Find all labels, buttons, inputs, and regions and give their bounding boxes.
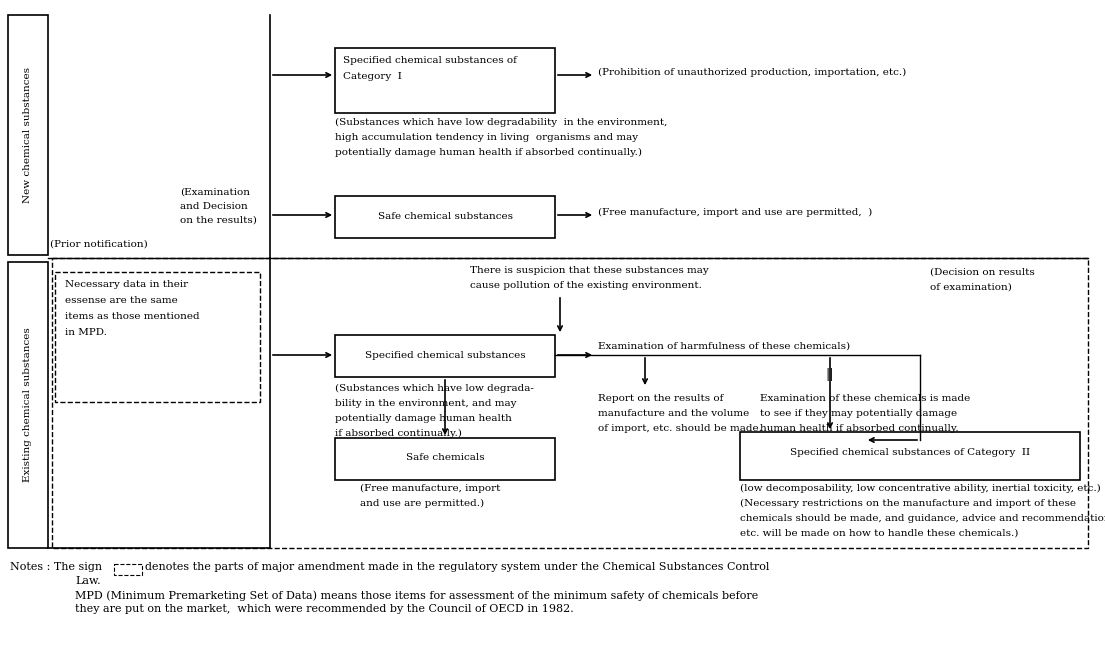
Text: MPD (Minimum Premarketing Set of Data) means those items for assessment of the m: MPD (Minimum Premarketing Set of Data) m… (75, 590, 758, 601)
Bar (335, 196, 555, 238)
Text: Specified chemical substances of: Specified chemical substances of (343, 56, 517, 65)
Text: bility in the environment, and may: bility in the environment, and may (335, 399, 516, 408)
Text: if absorbed continually.): if absorbed continually.) (335, 429, 462, 438)
Text: New chemical substances: New chemical substances (23, 67, 32, 203)
Text: to see if they may potentially damage: to see if they may potentially damage (760, 409, 957, 418)
Text: Necessary data in their: Necessary data in their (65, 280, 188, 289)
Bar (8, 15, 48, 255)
Text: Specified chemical substances: Specified chemical substances (365, 351, 525, 360)
Text: items as those mentioned: items as those mentioned (65, 312, 200, 321)
Text: Law.: Law. (75, 576, 101, 586)
Text: in MPD.: in MPD. (65, 328, 107, 337)
Text: (Necessary restrictions on the manufacture and import of these: (Necessary restrictions on the manufactu… (740, 499, 1076, 508)
Text: Examination of harmfulness of these chemicals): Examination of harmfulness of these chem… (598, 342, 850, 351)
Bar (114, 564, 143, 575)
Text: (Prohibition of unauthorized production, importation, etc.): (Prohibition of unauthorized production,… (598, 68, 906, 77)
Text: and Decision: and Decision (180, 202, 248, 211)
Text: There is suspicion that these substances may: There is suspicion that these substances… (470, 266, 708, 275)
Text: and use are permitted.): and use are permitted.) (360, 499, 484, 508)
Text: manufacture and the volume: manufacture and the volume (598, 409, 749, 418)
Text: Specified chemical substances of Category  II: Specified chemical substances of Categor… (790, 448, 1030, 457)
Bar (52, 258, 1088, 548)
Text: ||: || (825, 368, 834, 381)
Text: cause pollution of the existing environment.: cause pollution of the existing environm… (470, 281, 702, 290)
Text: Existing chemical substances: Existing chemical substances (23, 328, 32, 482)
Bar (335, 48, 555, 113)
Text: (Substances which have low degrada-: (Substances which have low degrada- (335, 384, 534, 393)
Text: they are put on the market,  which were recommended by the Council of OECD in 19: they are put on the market, which were r… (75, 604, 573, 614)
Text: Report on the results of: Report on the results of (598, 394, 724, 403)
Text: Safe chemicals: Safe chemicals (406, 453, 484, 462)
Text: (Prior notification): (Prior notification) (50, 240, 148, 249)
Text: Notes : The sign: Notes : The sign (10, 562, 102, 572)
Text: (low decomposability, low concentrative ability, inertial toxicity, etc.): (low decomposability, low concentrative … (740, 484, 1101, 493)
Text: of examination): of examination) (930, 283, 1012, 292)
Text: (Free manufacture, import and use are permitted,  ): (Free manufacture, import and use are pe… (598, 208, 872, 217)
Text: Examination of these chemicals is made: Examination of these chemicals is made (760, 394, 970, 403)
Text: etc. will be made on how to handle these chemicals.): etc. will be made on how to handle these… (740, 529, 1019, 538)
Text: human health if absorbed continually.: human health if absorbed continually. (760, 424, 959, 433)
Text: potentially damage human health if absorbed continually.): potentially damage human health if absor… (335, 148, 642, 157)
Text: high accumulation tendency in living  organisms and may: high accumulation tendency in living org… (335, 133, 638, 142)
Bar (55, 272, 260, 402)
Text: essense are the same: essense are the same (65, 296, 178, 305)
Bar (8, 262, 48, 548)
Text: (Substances which have low degradability  in the environment,: (Substances which have low degradability… (335, 118, 667, 127)
Text: chemicals should be made, and guidance, advice and recommendation,: chemicals should be made, and guidance, … (740, 514, 1105, 523)
Bar (740, 432, 1080, 480)
Text: on the results): on the results) (180, 216, 256, 225)
Text: Safe chemical substances: Safe chemical substances (378, 212, 513, 221)
Text: of import, etc. should be made.: of import, etc. should be made. (598, 424, 761, 433)
Text: (Decision on results: (Decision on results (930, 268, 1034, 277)
Text: (Examination: (Examination (180, 188, 250, 197)
Bar (335, 438, 555, 480)
Text: denotes the parts of major amendment made in the regulatory system under the Che: denotes the parts of major amendment mad… (145, 562, 769, 572)
Text: Category  I: Category I (343, 72, 402, 81)
Bar (335, 335, 555, 377)
Text: (Free manufacture, import: (Free manufacture, import (360, 484, 501, 493)
Text: potentially damage human health: potentially damage human health (335, 414, 512, 423)
